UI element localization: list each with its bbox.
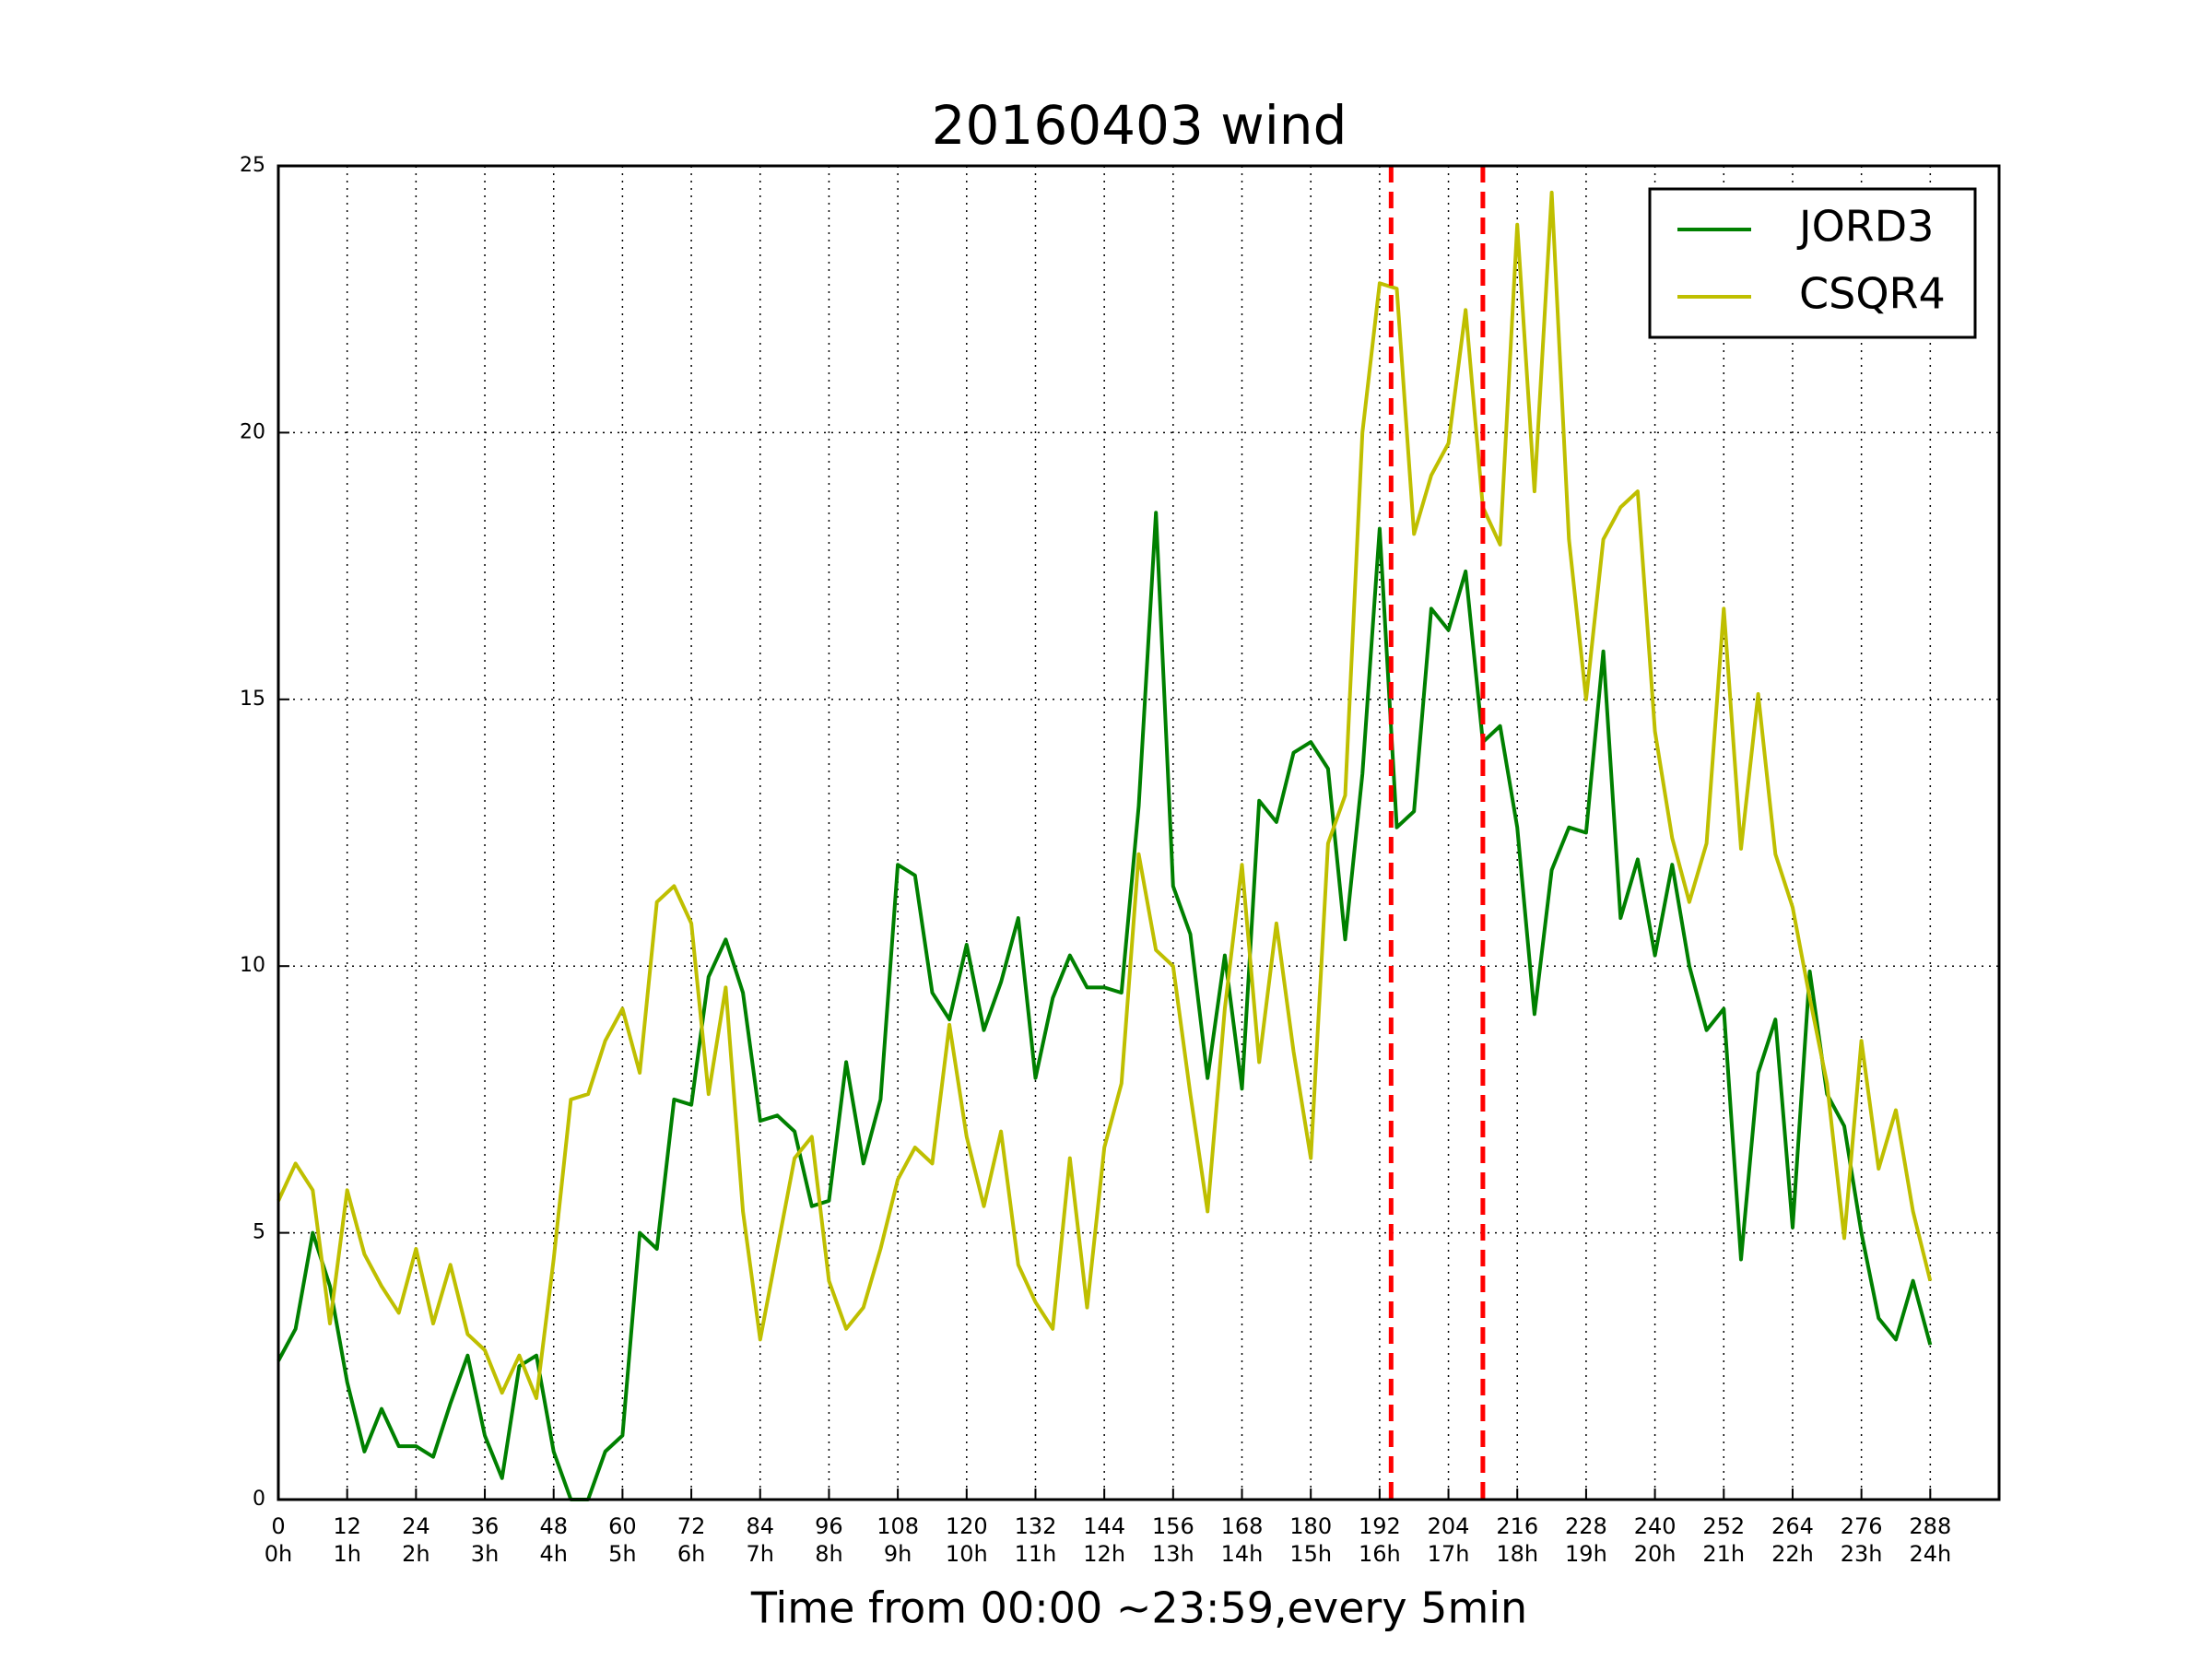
data-line bbox=[276, 511, 1933, 1501]
legend-box bbox=[1648, 187, 1977, 339]
x-tick-label: 216 bbox=[1496, 1513, 1538, 1539]
x-tick-sublabel: 17h bbox=[1428, 1541, 1470, 1567]
chart-title: 20160403 wind bbox=[932, 94, 1347, 157]
x-tick-label: 228 bbox=[1565, 1513, 1607, 1539]
x-tick-label: 204 bbox=[1428, 1513, 1470, 1539]
x-tick-sublabel: 7h bbox=[747, 1541, 774, 1567]
legend: JORD3 CSQR4 bbox=[1648, 187, 1977, 339]
x-tick-label: 144 bbox=[1083, 1513, 1125, 1539]
x-tick-sublabel: 8h bbox=[815, 1541, 842, 1567]
x-tick-sublabel: 11h bbox=[1015, 1541, 1057, 1567]
x-tick-label: 192 bbox=[1359, 1513, 1401, 1539]
y-tick-label: 15 bbox=[240, 688, 265, 711]
x-tick-label: 276 bbox=[1841, 1513, 1883, 1539]
y-tick-label: 5 bbox=[253, 1221, 265, 1244]
x-tick-label: 264 bbox=[1771, 1513, 1814, 1539]
legend-label: CSQR4 bbox=[1799, 269, 1946, 319]
x-tick-label: 132 bbox=[1015, 1513, 1057, 1539]
x-tick-label: 48 bbox=[539, 1513, 568, 1539]
x-tick-sublabel: 22h bbox=[1771, 1541, 1814, 1567]
x-tick-label: 252 bbox=[1702, 1513, 1745, 1539]
legend-label: JORD3 bbox=[1796, 202, 1934, 252]
x-tick-label: 0 bbox=[271, 1513, 285, 1539]
x-tick-sublabel: 24h bbox=[1909, 1541, 1951, 1567]
x-tick-sublabel: 6h bbox=[677, 1541, 705, 1567]
x-tick-sublabel: 21h bbox=[1702, 1541, 1745, 1567]
x-tick-label: 288 bbox=[1909, 1513, 1951, 1539]
x-tick-sublabel: 10h bbox=[946, 1541, 988, 1567]
x-tick-sublabel: 3h bbox=[471, 1541, 499, 1567]
x-tick-sublabel: 13h bbox=[1152, 1541, 1194, 1567]
y-tick-label: 20 bbox=[240, 420, 265, 443]
x-tick-sublabel: 2h bbox=[402, 1541, 429, 1567]
x-tick-label: 108 bbox=[877, 1513, 919, 1539]
x-tick-sublabel: 9h bbox=[884, 1541, 912, 1567]
x-tick-sublabel: 16h bbox=[1359, 1541, 1401, 1567]
plot-frame bbox=[276, 164, 2001, 1501]
x-tick-label: 96 bbox=[815, 1513, 843, 1539]
x-tick-sublabel: 4h bbox=[539, 1541, 567, 1567]
x-tick-label: 72 bbox=[677, 1513, 706, 1539]
x-tick-sublabel: 23h bbox=[1841, 1541, 1883, 1567]
x-tick-label: 84 bbox=[746, 1513, 774, 1539]
x-tick-label: 24 bbox=[402, 1513, 430, 1539]
x-tick-sublabel: 18h bbox=[1496, 1541, 1538, 1567]
y-tick-label: 0 bbox=[253, 1488, 265, 1511]
x-tick-sublabel: 5h bbox=[608, 1541, 636, 1567]
y-tick-label: 25 bbox=[240, 154, 265, 177]
x-tick-label: 36 bbox=[471, 1513, 500, 1539]
x-tick-label: 12 bbox=[333, 1513, 361, 1539]
x-tick-sublabel: 20h bbox=[1634, 1541, 1677, 1567]
x-tick-sublabel: 12h bbox=[1083, 1541, 1125, 1567]
x-tick-sublabel: 19h bbox=[1565, 1541, 1607, 1567]
x-tick-label: 156 bbox=[1152, 1513, 1194, 1539]
x-tick-label: 120 bbox=[946, 1513, 988, 1539]
x-tick-label: 60 bbox=[608, 1513, 637, 1539]
data-line bbox=[276, 190, 1933, 1400]
x-tick-sublabel: 15h bbox=[1289, 1541, 1332, 1567]
x-tick-sublabel: 14h bbox=[1221, 1541, 1264, 1567]
x-tick-label: 168 bbox=[1221, 1513, 1264, 1539]
y-tick-label: 10 bbox=[240, 954, 265, 977]
x-tick-sublabel: 1h bbox=[333, 1541, 360, 1567]
x-tick-label: 180 bbox=[1289, 1513, 1332, 1539]
x-axis-label: Time from 00:00 ~23:59,every 5min bbox=[750, 1583, 1527, 1633]
x-tick-label: 240 bbox=[1634, 1513, 1677, 1539]
x-tick-sublabel: 0h bbox=[265, 1541, 292, 1567]
